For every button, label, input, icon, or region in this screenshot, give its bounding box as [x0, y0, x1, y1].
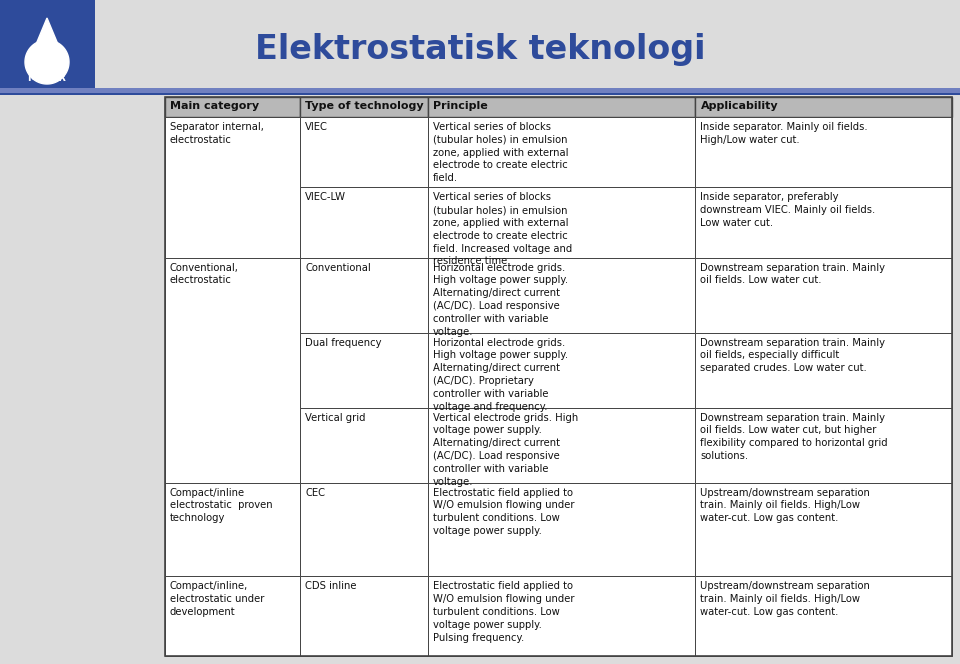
Text: Horizontal electrode grids.
High voltage power supply.
Alternating/direct curren: Horizontal electrode grids. High voltage…	[433, 337, 568, 412]
Bar	[695, 483, 952, 576]
Text: Applicability: Applicability	[701, 101, 778, 111]
Bar	[428, 187, 695, 258]
Bar	[300, 333, 428, 408]
Text: Elektrostatisk teknologi: Elektrostatisk teknologi	[254, 33, 706, 66]
Bar	[428, 97, 695, 117]
Bar	[300, 258, 428, 333]
Bar	[428, 258, 695, 333]
Text: VIEC: VIEC	[305, 122, 328, 132]
Text: VIEC-LW: VIEC-LW	[305, 193, 347, 203]
Text: Dual frequency: Dual frequency	[305, 337, 382, 347]
Bar	[300, 187, 428, 258]
Bar	[165, 258, 300, 483]
Bar	[300, 408, 428, 483]
Bar	[0, 88, 960, 93]
Text: Downstream separation train. Mainly
oil fields, especially difficult
separated c: Downstream separation train. Mainly oil …	[701, 337, 885, 373]
Text: Inside separator, preferably
downstream VIEC. Mainly oil fields.
Low water cut.: Inside separator, preferably downstream …	[701, 193, 876, 228]
Text: Vertical series of blocks
(tubular holes) in emulsion
zone, applied with externa: Vertical series of blocks (tubular holes…	[433, 122, 568, 183]
Text: MATOR: MATOR	[28, 73, 66, 83]
Text: Electrostatic field applied to
W/O emulsion flowing under
turbulent conditions. : Electrostatic field applied to W/O emuls…	[433, 581, 574, 643]
Bar	[695, 576, 952, 656]
Bar	[695, 117, 952, 187]
Text: Compact/inline,
electrostatic under
development: Compact/inline, electrostatic under deve…	[170, 581, 264, 617]
Bar	[428, 576, 695, 656]
Text: Vertical series of blocks
(tubular holes) in emulsion
zone, applied with externa: Vertical series of blocks (tubular holes…	[433, 193, 572, 266]
Text: Horizontal electrode grids.
High voltage power supply.
Alternating/direct curren: Horizontal electrode grids. High voltage…	[433, 262, 568, 337]
Bar	[428, 117, 695, 187]
Text: CEC: CEC	[305, 487, 325, 497]
Text: Upstream/downstream separation
train. Mainly oil fields. High/Low
water-cut. Low: Upstream/downstream separation train. Ma…	[701, 487, 871, 523]
Bar	[0, 0, 95, 88]
Text: Electrostatic field applied to
W/O emulsion flowing under
turbulent conditions. : Electrostatic field applied to W/O emuls…	[433, 487, 574, 536]
Bar	[428, 483, 695, 576]
Text: Vertical grid: Vertical grid	[305, 412, 366, 422]
Text: Vertical electrode grids. High
voltage power supply.
Alternating/direct current
: Vertical electrode grids. High voltage p…	[433, 412, 578, 487]
Bar	[0, 93, 960, 95]
Bar	[300, 97, 428, 117]
Bar	[165, 97, 300, 117]
Bar	[695, 258, 952, 333]
Bar	[695, 408, 952, 483]
Text: Downstream separation train. Mainly
oil fields. Low water cut.: Downstream separation train. Mainly oil …	[701, 262, 885, 286]
Text: Separator internal,
electrostatic: Separator internal, electrostatic	[170, 122, 264, 145]
Text: CDS inline: CDS inline	[305, 581, 357, 592]
Text: Main category: Main category	[170, 101, 259, 111]
Bar	[695, 187, 952, 258]
Bar	[428, 408, 695, 483]
Text: Upstream/downstream separation
train. Mainly oil fields. High/Low
water-cut. Low: Upstream/downstream separation train. Ma…	[701, 581, 871, 617]
Text: Compact/inline
electrostatic  proven
technology: Compact/inline electrostatic proven tech…	[170, 487, 273, 523]
Polygon shape	[25, 40, 69, 84]
Text: Downstream separation train. Mainly
oil fields. Low water cut, but higher
flexib: Downstream separation train. Mainly oil …	[701, 412, 888, 461]
Bar	[165, 117, 300, 258]
Bar	[428, 333, 695, 408]
Bar	[165, 97, 952, 656]
Bar	[695, 97, 952, 117]
Bar	[695, 333, 952, 408]
Text: Inside separator. Mainly oil fields.
High/Low water cut.: Inside separator. Mainly oil fields. Hig…	[701, 122, 868, 145]
Bar	[300, 576, 428, 656]
Bar	[165, 483, 300, 576]
Bar	[165, 576, 300, 656]
Text: Type of technology: Type of technology	[305, 101, 424, 111]
Text: Conventional,
electrostatic: Conventional, electrostatic	[170, 262, 239, 286]
Bar	[300, 117, 428, 187]
Text: Conventional: Conventional	[305, 262, 372, 273]
Bar	[300, 483, 428, 576]
Text: Principle: Principle	[433, 101, 488, 111]
Polygon shape	[32, 18, 62, 54]
